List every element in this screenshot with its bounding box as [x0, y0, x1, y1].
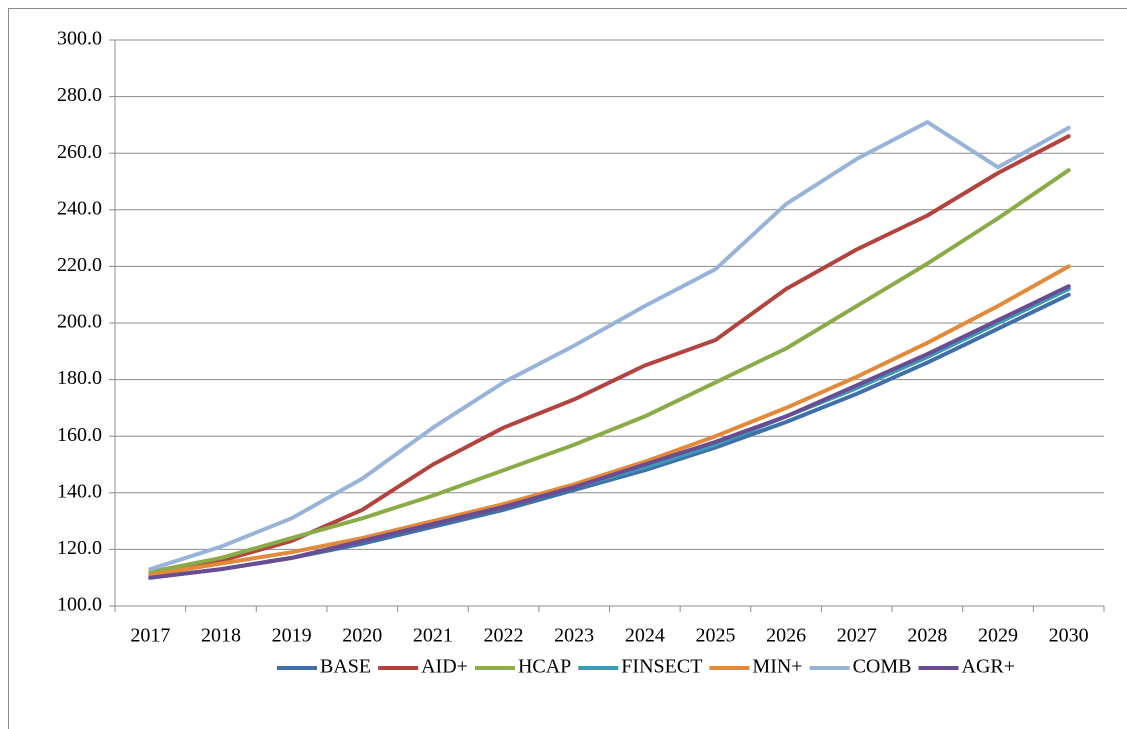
legend-label: AGR+: [962, 656, 1016, 678]
x-tick-label: 2029: [978, 625, 1018, 647]
legend-label: COMB: [853, 656, 912, 678]
series-line: [148, 284, 1071, 580]
x-tick-label: 2026: [766, 625, 806, 647]
x-tick-label: 2027: [837, 625, 877, 647]
legend-label: HCAP: [518, 656, 571, 678]
y-tick-label: 180.0: [57, 367, 102, 389]
y-tick-label: 160.0: [57, 424, 102, 446]
series-line: [148, 168, 1071, 574]
y-tick-label: 300.0: [57, 28, 102, 50]
x-tick-label: 2025: [695, 625, 735, 647]
y-tick-label: 200.0: [57, 311, 102, 333]
x-tick-label: 2021: [413, 625, 453, 647]
x-tick-label: 2028: [907, 625, 947, 647]
series-line: [148, 264, 1071, 577]
x-tick-label: 2024: [625, 625, 665, 647]
y-tick-label: 100.0: [57, 594, 102, 616]
y-tick-label: 240.0: [57, 197, 102, 219]
x-tick-label: 2017: [130, 625, 170, 647]
x-tick-label: 2019: [272, 625, 312, 647]
y-tick-label: 140.0: [57, 480, 102, 502]
series-line: [148, 120, 1071, 572]
x-tick-label: 2022: [484, 625, 524, 647]
series-line: [148, 287, 1071, 580]
y-tick-label: 120.0: [57, 537, 102, 559]
legend-label: BASE: [320, 656, 371, 678]
legend-label: MIN+: [752, 656, 802, 678]
x-tick-label: 2023: [554, 625, 594, 647]
y-tick-label: 260.0: [57, 141, 102, 163]
legend-label: FINSECT: [621, 656, 702, 678]
x-tick-label: 2020: [342, 625, 382, 647]
y-tick-label: 220.0: [57, 254, 102, 276]
frame: [8, 8, 1127, 729]
x-tick-label: 2018: [201, 625, 241, 647]
y-tick-label: 280.0: [57, 84, 102, 106]
legend-label: AID+: [421, 656, 468, 678]
x-tick-label: 2030: [1049, 625, 1089, 647]
